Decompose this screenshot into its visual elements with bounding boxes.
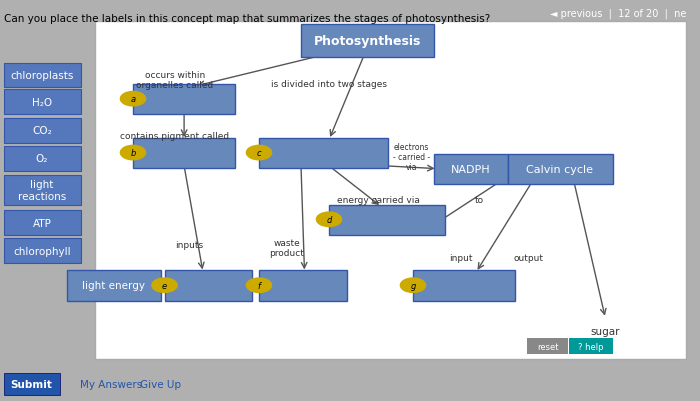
Text: contains pigment called: contains pigment called bbox=[120, 132, 230, 141]
Text: ◄ previous  |  12 of 20  |  ne: ◄ previous | 12 of 20 | ne bbox=[550, 9, 686, 19]
Text: input: input bbox=[449, 253, 472, 262]
Text: to: to bbox=[475, 196, 484, 205]
Text: c: c bbox=[257, 149, 261, 158]
Text: light energy: light energy bbox=[83, 281, 146, 291]
FancyBboxPatch shape bbox=[527, 338, 568, 354]
Text: occurs within
organelles called: occurs within organelles called bbox=[136, 71, 214, 90]
Circle shape bbox=[316, 213, 342, 227]
Text: inputs: inputs bbox=[175, 240, 203, 249]
FancyBboxPatch shape bbox=[4, 146, 80, 171]
Text: d: d bbox=[326, 215, 332, 224]
FancyBboxPatch shape bbox=[133, 138, 234, 168]
Text: CO₂: CO₂ bbox=[32, 126, 52, 136]
Text: NADPH: NADPH bbox=[451, 164, 491, 174]
FancyBboxPatch shape bbox=[4, 211, 80, 235]
Circle shape bbox=[120, 92, 146, 107]
Text: Calvin cycle: Calvin cycle bbox=[526, 164, 594, 174]
FancyBboxPatch shape bbox=[259, 138, 388, 168]
FancyBboxPatch shape bbox=[164, 271, 252, 301]
FancyBboxPatch shape bbox=[4, 63, 80, 88]
Text: light
reactions: light reactions bbox=[18, 180, 66, 201]
FancyBboxPatch shape bbox=[4, 239, 80, 263]
Circle shape bbox=[120, 146, 146, 160]
Text: electrons
- carried -
via: electrons - carried - via bbox=[393, 142, 430, 172]
FancyBboxPatch shape bbox=[569, 338, 612, 354]
Text: g: g bbox=[410, 281, 416, 290]
FancyBboxPatch shape bbox=[508, 154, 612, 184]
Text: My Answers: My Answers bbox=[80, 379, 143, 389]
Text: Can you place the labels in this concept map that summarizes the stages of photo: Can you place the labels in this concept… bbox=[4, 14, 490, 24]
FancyBboxPatch shape bbox=[4, 118, 80, 143]
FancyBboxPatch shape bbox=[66, 271, 161, 301]
Text: H₂O: H₂O bbox=[32, 98, 52, 107]
FancyBboxPatch shape bbox=[259, 271, 346, 301]
Text: reset: reset bbox=[537, 342, 559, 351]
Text: is divided into two stages: is divided into two stages bbox=[271, 80, 387, 89]
Text: energy carried via: energy carried via bbox=[337, 196, 419, 205]
Text: a: a bbox=[130, 95, 136, 104]
Text: waste
product: waste product bbox=[270, 238, 304, 257]
Text: ATP: ATP bbox=[33, 218, 51, 228]
Text: O₂: O₂ bbox=[36, 154, 48, 164]
Text: Photosynthesis: Photosynthesis bbox=[314, 35, 421, 48]
Text: chloroplasts: chloroplasts bbox=[10, 71, 74, 81]
Text: e: e bbox=[162, 281, 167, 290]
Circle shape bbox=[152, 278, 177, 293]
FancyBboxPatch shape bbox=[4, 176, 80, 206]
Text: sugar: sugar bbox=[591, 326, 620, 336]
Text: Give Up: Give Up bbox=[140, 379, 181, 389]
FancyBboxPatch shape bbox=[434, 154, 508, 184]
Circle shape bbox=[400, 278, 426, 293]
Text: f: f bbox=[258, 281, 260, 290]
FancyBboxPatch shape bbox=[4, 90, 80, 115]
FancyBboxPatch shape bbox=[4, 373, 60, 395]
Text: ? help: ? help bbox=[578, 342, 603, 351]
FancyBboxPatch shape bbox=[301, 25, 434, 58]
Text: Submit: Submit bbox=[10, 379, 52, 389]
FancyBboxPatch shape bbox=[413, 271, 514, 301]
FancyBboxPatch shape bbox=[133, 85, 234, 115]
Text: output: output bbox=[514, 253, 543, 262]
FancyBboxPatch shape bbox=[329, 205, 444, 235]
Text: chlorophyll: chlorophyll bbox=[13, 246, 71, 256]
Circle shape bbox=[246, 146, 272, 160]
FancyBboxPatch shape bbox=[94, 22, 686, 359]
Circle shape bbox=[246, 278, 272, 293]
Text: b: b bbox=[130, 149, 136, 158]
